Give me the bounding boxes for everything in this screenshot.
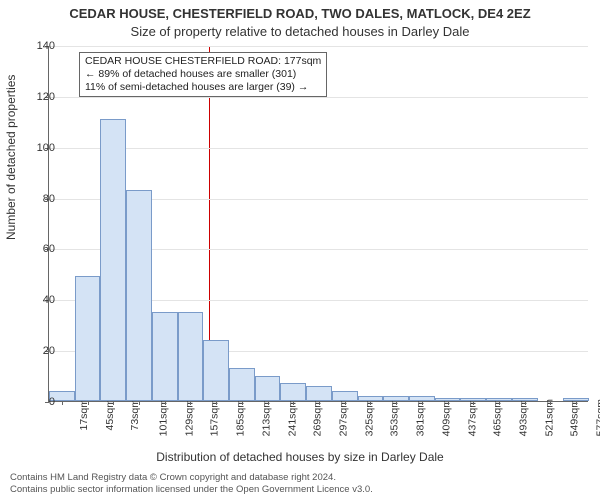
gridline: [49, 97, 588, 98]
xtick-mark: [370, 401, 371, 405]
xtick-label: 325sqm: [363, 399, 375, 436]
histogram-bar: [332, 391, 358, 401]
ytick-label: 40: [15, 294, 55, 306]
xtick-mark: [499, 401, 500, 405]
xtick-mark: [165, 401, 166, 405]
xtick-mark: [345, 401, 346, 405]
xtick-mark: [190, 401, 191, 405]
annotation-box: CEDAR HOUSE CHESTERFIELD ROAD: 177sqm ← …: [79, 52, 327, 97]
histogram-bar: [75, 276, 101, 401]
plot-area: CEDAR HOUSE CHESTERFIELD ROAD: 177sqm ← …: [48, 46, 588, 402]
histogram-bar: [100, 119, 126, 401]
xtick-mark: [525, 401, 526, 405]
chart-title: CEDAR HOUSE, CHESTERFIELD ROAD, TWO DALE…: [0, 6, 600, 21]
xtick-mark: [550, 401, 551, 405]
annot-line1: CEDAR HOUSE CHESTERFIELD ROAD: 177sqm: [85, 55, 321, 68]
footer-line1: Contains HM Land Registry data © Crown c…: [10, 472, 590, 484]
histogram-bar: [178, 312, 204, 401]
ytick-label: 20: [15, 345, 55, 357]
xtick-mark: [473, 401, 474, 405]
ytick-label: 80: [15, 193, 55, 205]
xtick-label: 353sqm: [389, 399, 401, 436]
histogram-bar: [255, 376, 281, 401]
xtick-label: 213sqm: [261, 399, 273, 436]
xtick-mark: [242, 401, 243, 405]
xtick-label: 549sqm: [569, 399, 581, 436]
histogram-bar: [229, 368, 255, 401]
xtick-label: 409sqm: [441, 399, 453, 436]
xtick-label: 521sqm: [543, 399, 555, 436]
xtick-mark: [268, 401, 269, 405]
xtick-mark: [139, 401, 140, 405]
xtick-label: 381sqm: [415, 399, 427, 436]
xtick-mark: [113, 401, 114, 405]
xtick-label: 297sqm: [338, 399, 350, 436]
ytick-label: 140: [15, 40, 55, 52]
xtick-label: 577sqm: [595, 399, 600, 436]
xtick-label: 185sqm: [235, 399, 247, 436]
xtick-mark: [448, 401, 449, 405]
histogram-bar: [203, 340, 229, 401]
histogram-bar: [152, 312, 178, 401]
xtick-mark: [422, 401, 423, 405]
footer-line2: Contains public sector information licen…: [10, 484, 590, 496]
histogram-bar: [306, 386, 332, 401]
ytick-label: 100: [15, 142, 55, 154]
xtick-label: 437sqm: [466, 399, 478, 436]
histogram-bar: [126, 190, 152, 401]
xtick-mark: [62, 401, 63, 405]
footer-attribution: Contains HM Land Registry data © Crown c…: [10, 472, 590, 496]
annot-line3: 11% of semi-detached houses are larger (…: [85, 81, 321, 94]
xtick-label: 493sqm: [518, 399, 530, 436]
xtick-label: 129sqm: [183, 399, 195, 436]
xtick-mark: [216, 401, 217, 405]
xtick-label: 101sqm: [158, 399, 170, 436]
x-axis-label: Distribution of detached houses by size …: [0, 450, 600, 464]
chart-subtitle: Size of property relative to detached ho…: [0, 24, 600, 39]
gridline: [49, 46, 588, 47]
xtick-label: 157sqm: [209, 399, 221, 436]
annot-line2: ← 89% of detached houses are smaller (30…: [85, 68, 321, 81]
xtick-label: 241sqm: [286, 399, 298, 436]
histogram-bar: [280, 383, 306, 401]
xtick-label: 269sqm: [312, 399, 324, 436]
xtick-mark: [319, 401, 320, 405]
gridline: [49, 148, 588, 149]
xtick-label: 465sqm: [492, 399, 504, 436]
xtick-mark: [396, 401, 397, 405]
ytick-label: 120: [15, 91, 55, 103]
xtick-mark: [293, 401, 294, 405]
xtick-mark: [88, 401, 89, 405]
xtick-mark: [576, 401, 577, 405]
ytick-label: 0: [15, 396, 55, 408]
ytick-label: 60: [15, 243, 55, 255]
